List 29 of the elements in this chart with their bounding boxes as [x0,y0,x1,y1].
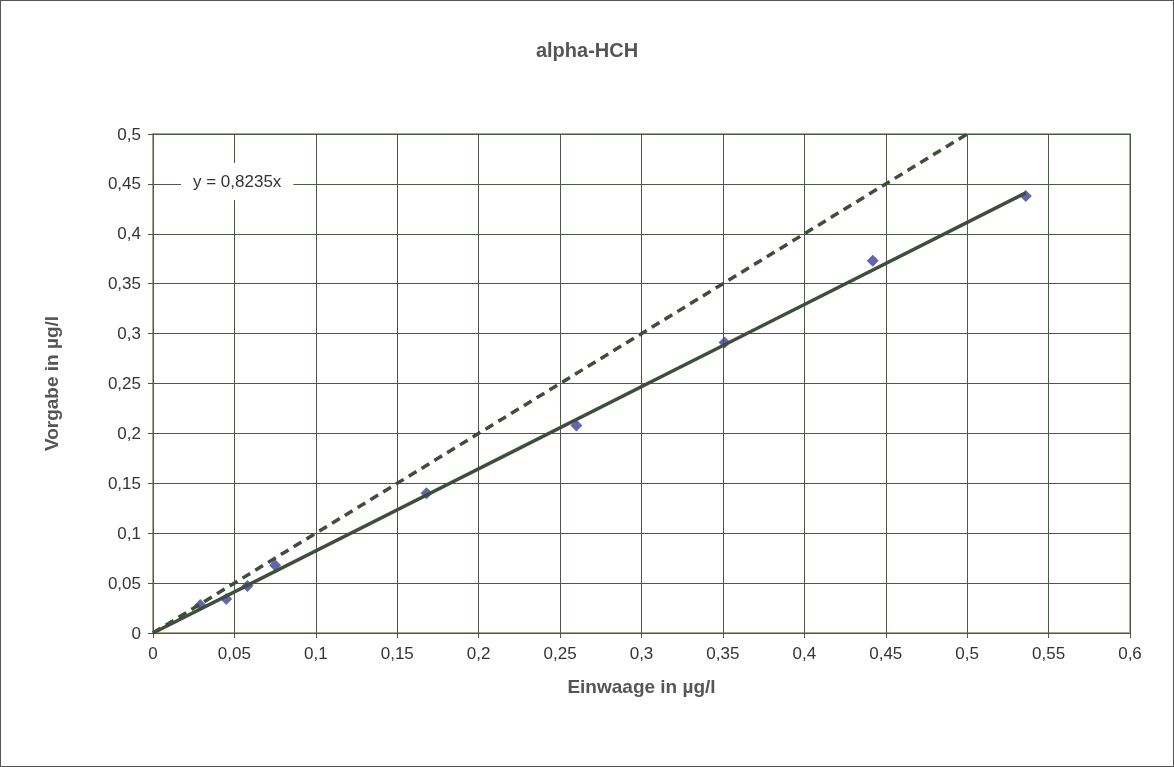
x-tick-label: 0,1 [304,644,328,663]
y-axis-title: Vorgabe in µg/l [41,315,62,452]
y-tick-label: 0,5 [117,124,141,144]
x-tick-label: 0,5 [955,644,979,663]
y-tick-label: 0,4 [117,224,141,244]
annotation: y = 0,8235x [193,172,282,191]
y-tick-label: 0,1 [117,523,141,543]
x-tick-label: 0,05 [217,644,251,663]
chart-title: alpha-HCH [535,39,639,61]
point [866,254,879,267]
x-tick-label: 0,55 [1032,644,1066,663]
y-tick-label: 0,25 [107,374,141,393]
y-tick-label: 0,15 [107,473,141,493]
x-tick-label: 0,25 [543,644,577,663]
x-tick-label: 0,45 [869,644,903,663]
y-tick-label: 0 [131,623,141,643]
x-tick-label: 0 [148,644,158,663]
y-tick-label: 0,05 [107,573,141,593]
y-tick-label: 0,35 [107,274,141,294]
x-tick-label: 0,35 [706,644,740,663]
x-tick-label: 0,4 [792,644,817,663]
x-tick-label: 0,15 [380,644,414,663]
x-axis-title: Einwaage in µg/l [567,676,716,697]
y-tick-label: 0,3 [117,324,141,344]
y-tick-label: 0,2 [117,423,141,443]
x-tick-label: 0,2 [466,644,491,663]
x-tick-label: 0,6 [1118,644,1142,663]
x-tick-label: 0,3 [629,644,654,663]
y-tick-label: 0,45 [107,174,141,194]
